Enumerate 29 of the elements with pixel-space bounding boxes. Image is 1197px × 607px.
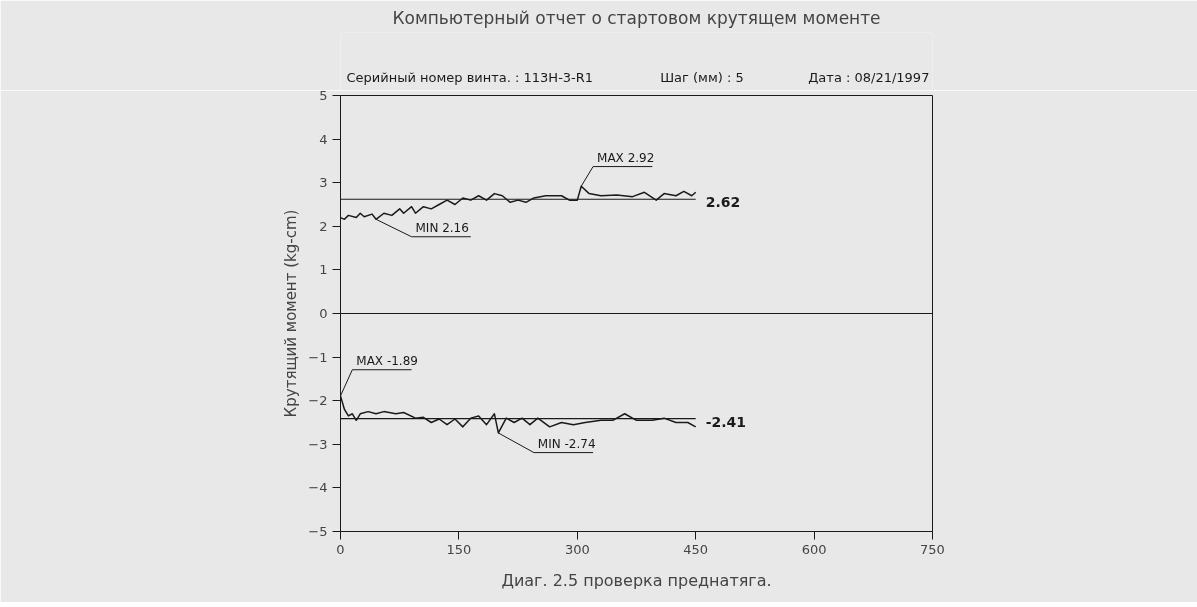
y-tick-label: 5 — [319, 88, 328, 103]
annotation: MAX -1.89 — [356, 353, 418, 368]
ref-line-label: -2.41 — [705, 413, 747, 430]
y-tick-label: 4 — [319, 131, 328, 147]
y-tick-label: 3 — [319, 175, 328, 191]
y-tick-label: −1 — [308, 349, 328, 365]
y-tick-label: −4 — [308, 480, 328, 496]
ref-line-label: 2.62 — [705, 194, 741, 211]
x-tick-label: 450 — [683, 541, 709, 557]
text: Дата : 08/21/1997 — [808, 69, 930, 85]
y-tick-label: −5 — [308, 524, 328, 539]
y-tick-label: 1 — [319, 262, 328, 278]
annotation: MAX 2.92 — [597, 150, 655, 165]
x-tick-label: 750 — [920, 541, 945, 557]
annotation: MIN -2.74 — [537, 436, 596, 451]
text: Шаг (мм) : 5 — [660, 69, 744, 85]
y-axis-title: Крутящий момент (kg-cm) — [282, 209, 301, 418]
text: Серийный номер винта. : 113H-3-R1 — [346, 69, 594, 85]
x-tick-label: 150 — [446, 541, 472, 557]
y-tick-label: 2 — [319, 218, 328, 234]
y-tick-label: −2 — [308, 393, 328, 409]
x-tick-label: 600 — [801, 541, 827, 557]
text: Диаг. 2.5 проверка преднатяга. — [501, 571, 772, 590]
x-tick-label: 0 — [336, 541, 345, 557]
annotation: MIN 2.16 — [415, 220, 469, 235]
y-tick-label: −3 — [308, 436, 328, 452]
y-tick-label: 0 — [319, 306, 328, 321]
x-tick-label: 300 — [564, 541, 590, 557]
chart-title: Компьютерный отчет о стартовом крутящем моменте — [392, 7, 881, 28]
